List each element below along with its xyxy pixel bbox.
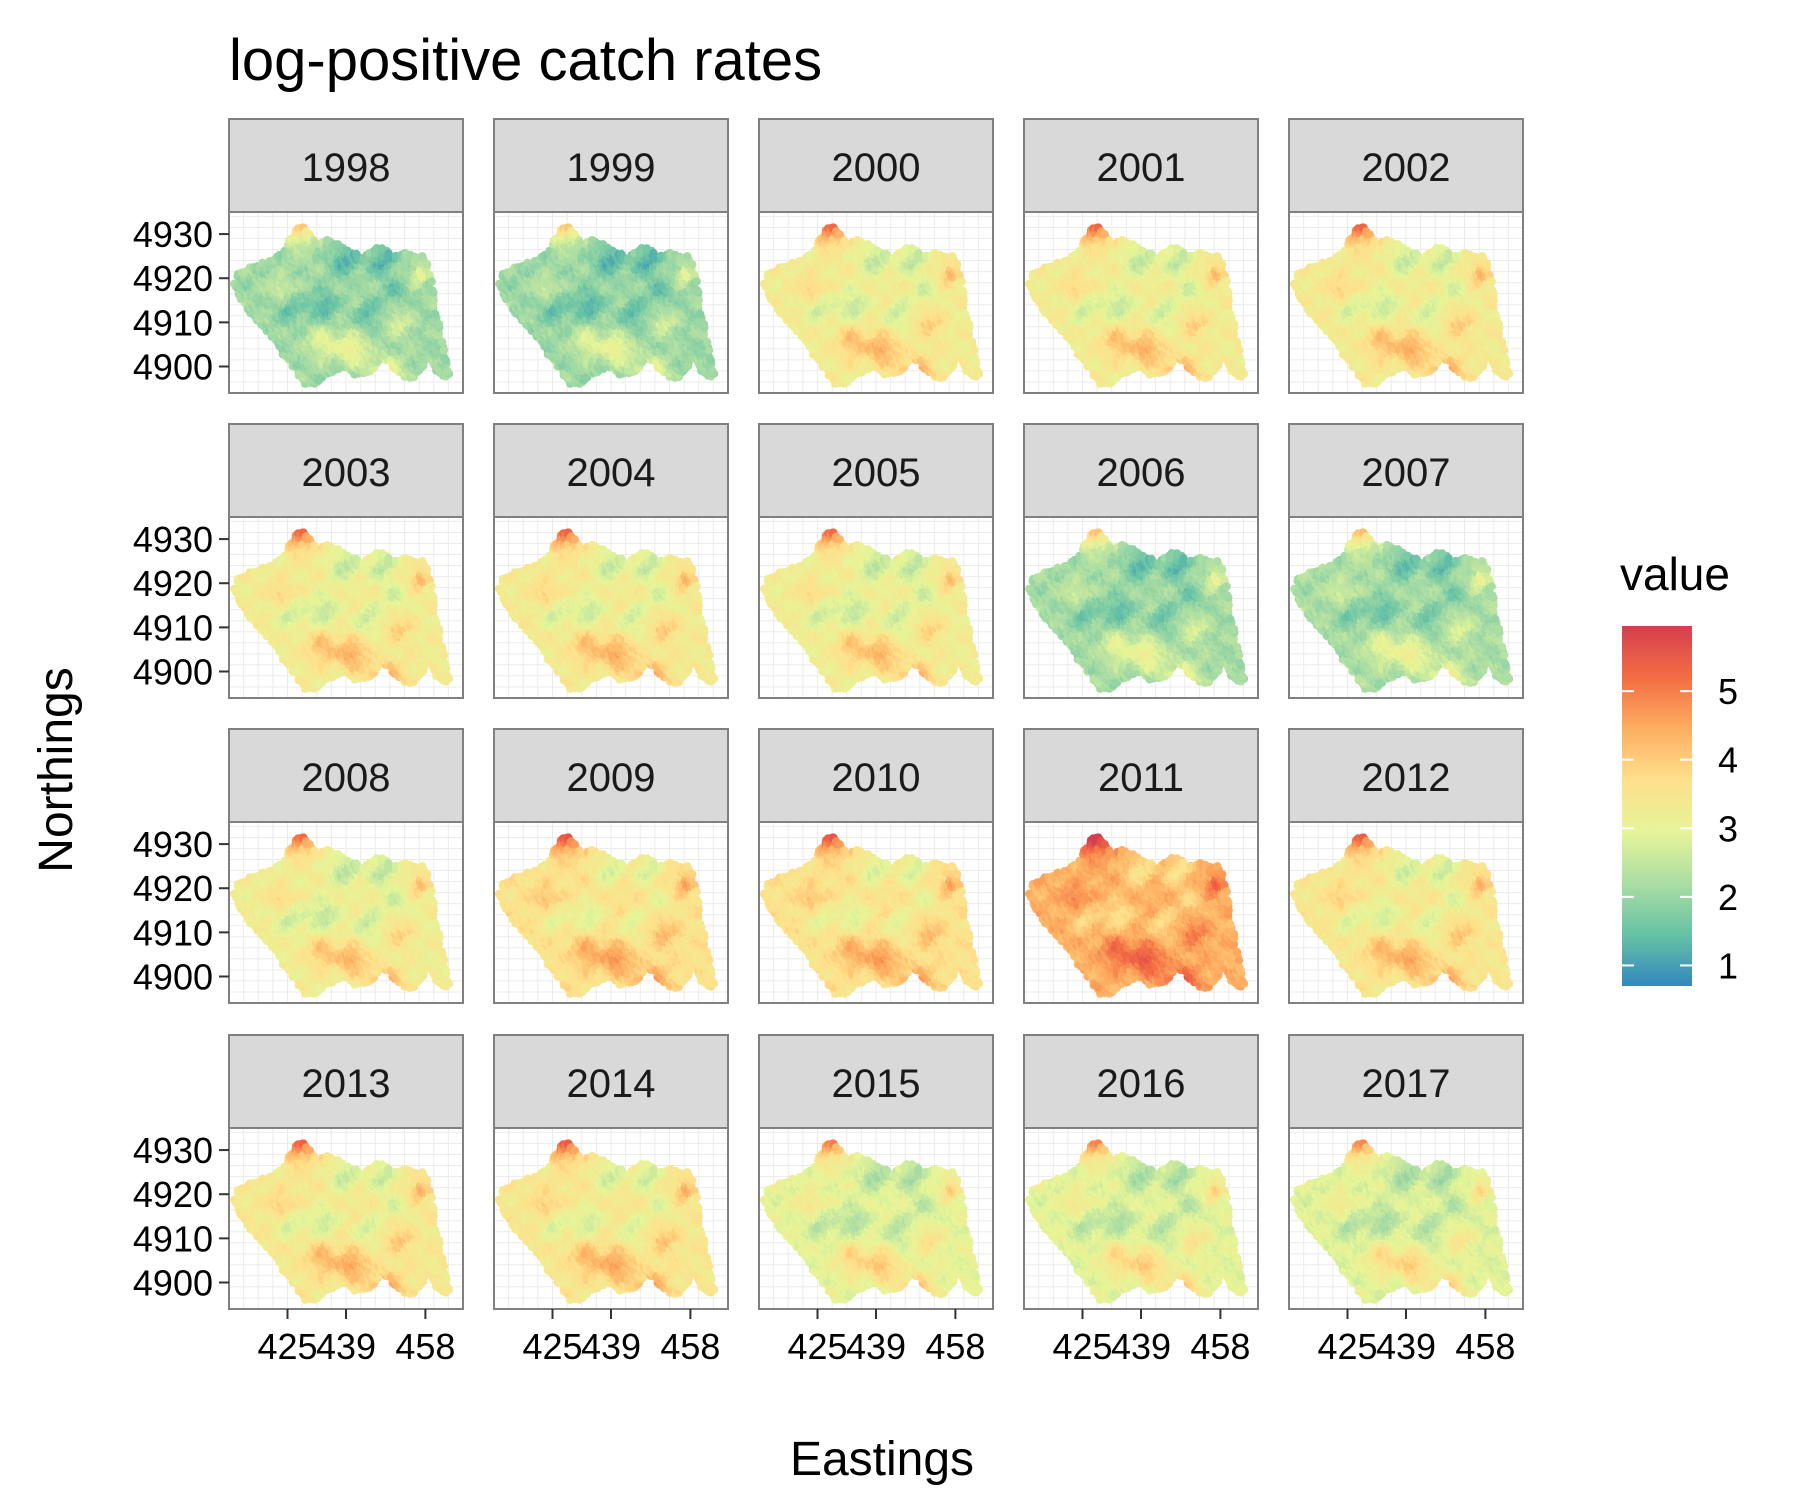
panel-border: [228, 211, 464, 394]
raster-point: [425, 270, 434, 279]
y-tick-label: 4930: [133, 214, 213, 255]
raster-points: [230, 223, 454, 388]
facet-panel: 2000: [758, 118, 994, 394]
raster-point: [443, 366, 452, 376]
raster-point: [704, 346, 714, 355]
raster-point: [688, 260, 697, 269]
facet-strip: [228, 118, 464, 213]
raster-point: [423, 260, 432, 269]
raster-point: [708, 366, 717, 376]
raster-point: [692, 277, 701, 286]
raster-point: [703, 338, 712, 347]
raster-point: [434, 319, 444, 329]
raster-point: [570, 230, 579, 239]
chart-title: log-positive catch rates: [229, 28, 822, 93]
raster-point: [696, 309, 705, 319]
raster-point: [438, 338, 447, 347]
y-tick-label: 4910: [133, 302, 213, 343]
raster-point: [431, 309, 440, 319]
y-tick-label: 4920: [133, 258, 213, 299]
raster-point: [439, 346, 449, 355]
raster-point: [427, 277, 436, 286]
raster-points: [495, 223, 719, 388]
raster-point: [439, 353, 449, 362]
facet-label: 1999: [567, 146, 656, 190]
facet-strip: [493, 118, 729, 213]
y-tick-label: 4900: [133, 347, 213, 388]
raster-point: [428, 286, 437, 295]
facet-label: 2000: [832, 146, 921, 190]
raster-point: [699, 319, 709, 329]
raster-point: [418, 252, 427, 261]
raster-point: [693, 286, 702, 295]
raster-point: [683, 252, 692, 261]
facet-label: 1998: [302, 146, 391, 190]
raster-point: [305, 230, 314, 239]
facet-panel: 1999: [493, 118, 729, 394]
